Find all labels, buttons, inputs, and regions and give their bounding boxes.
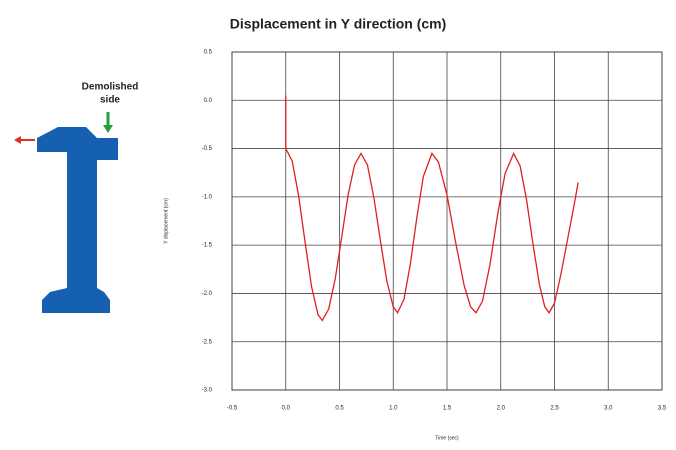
x-tick-label: 2.5 <box>550 406 559 412</box>
y-tick-label: -1.0 <box>202 194 213 200</box>
x-axis-label: Time (sec) <box>435 435 459 441</box>
y-tick-label: -3.0 <box>202 388 213 394</box>
x-tick-label: 2.0 <box>497 406 506 412</box>
y-tick-label: 0.0 <box>204 98 213 104</box>
annotation: Demolished <box>82 82 139 93</box>
y-tick-label: 0.5 <box>204 50 213 56</box>
y-axis-label: Y displacement (cm) <box>163 198 169 244</box>
red-arrow-head <box>14 136 21 144</box>
x-tick-label: 1.0 <box>389 406 398 412</box>
x-tick-label: 1.5 <box>443 406 452 412</box>
section-diagram: Demolished side <box>14 82 138 313</box>
x-tick-label: 3.5 <box>658 406 667 412</box>
x-tick-label: 3.0 <box>604 406 613 412</box>
data-line <box>285 95 579 322</box>
green-arrow-head <box>103 125 113 133</box>
annotation: side <box>100 95 120 106</box>
beam-section <box>37 127 118 313</box>
x-tick-label: 0.0 <box>282 406 291 412</box>
y-tick-label: -2.5 <box>202 339 213 345</box>
x-tick-label: -0.5 <box>227 406 238 412</box>
y-tick-label: -1.5 <box>202 243 213 249</box>
x-tick-label: 0.5 <box>335 406 344 412</box>
y-tick-label: -0.5 <box>202 146 213 152</box>
y-tick-label: -2.0 <box>202 291 213 297</box>
chart-title: Displacement in Y direction (cm) <box>230 16 447 32</box>
